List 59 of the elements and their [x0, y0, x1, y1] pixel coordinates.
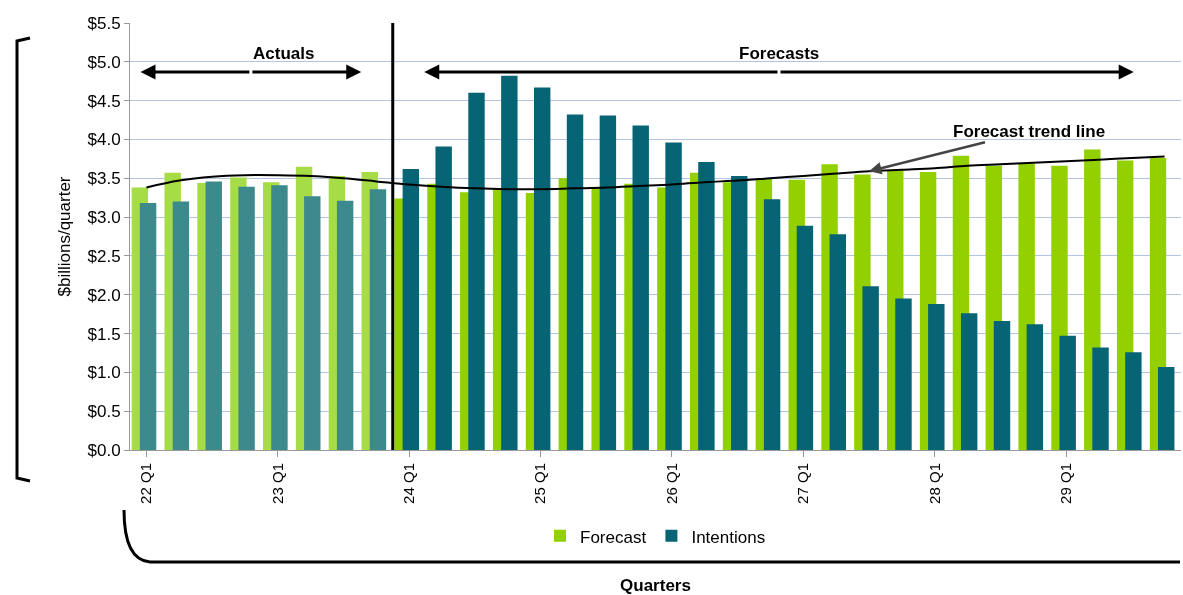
bar — [336, 200, 354, 450]
bar — [533, 87, 551, 450]
x-tick-label: 22 Q1 — [137, 463, 155, 504]
x-tick-label: 25 Q1 — [531, 463, 549, 504]
bar — [698, 161, 715, 450]
bar — [172, 201, 190, 450]
bar — [205, 181, 222, 450]
y-tick-label: $4.5 — [87, 91, 121, 111]
x-tick-label: 26 Q1 — [662, 463, 680, 504]
y-axis-title: $billions/quarter — [55, 176, 75, 297]
y-tick-label: $0.5 — [87, 402, 121, 422]
series-label: Forecast trend line — [953, 122, 1106, 141]
bar — [304, 196, 321, 450]
x-tick-label: 24 Q1 — [400, 463, 418, 504]
x-axis-title: Quarters — [620, 576, 691, 595]
legend-label: Forecast — [580, 527, 647, 547]
y-tick-label: $5.5 — [87, 13, 121, 33]
y-tick-label: $1.5 — [87, 324, 121, 344]
bar — [895, 298, 912, 450]
bar — [632, 125, 649, 450]
x-tick-label: 29 Q1 — [1056, 463, 1074, 504]
bar — [665, 142, 682, 450]
bar — [1092, 347, 1109, 450]
y-tick-label: $0.0 — [87, 440, 121, 460]
y-tick-label: $2.0 — [87, 285, 121, 305]
y-tick-label: $4.0 — [87, 130, 121, 150]
bar — [763, 199, 781, 450]
y-tick-label: $1.0 — [87, 363, 121, 383]
legend-label: Intentions — [691, 527, 766, 547]
bar — [599, 115, 617, 450]
bar — [796, 225, 814, 450]
bar — [369, 189, 387, 450]
bar — [1158, 366, 1175, 450]
bar — [139, 203, 157, 450]
bar — [862, 286, 879, 450]
bar — [1026, 324, 1044, 450]
y-tick-label: $3.5 — [87, 169, 121, 189]
bar — [402, 168, 420, 450]
bar — [928, 304, 945, 450]
y-tick-label: $2.5 — [87, 246, 121, 266]
bar — [1059, 335, 1076, 450]
bar — [993, 321, 1011, 450]
bar — [238, 186, 255, 450]
x-tick-label: 28 Q1 — [925, 463, 943, 504]
bar — [960, 313, 978, 450]
bar — [1125, 352, 1142, 450]
y-tick-label: $3.0 — [87, 208, 121, 228]
x-tick-label: 27 Q1 — [794, 463, 812, 504]
bar — [271, 185, 288, 450]
annotation: Forecasts — [739, 44, 820, 63]
bar — [731, 175, 748, 450]
bar — [468, 92, 485, 450]
bar — [829, 234, 846, 450]
bar — [501, 75, 518, 450]
bar — [566, 114, 584, 450]
y-tick-label: $5.0 — [87, 52, 121, 72]
bar — [435, 146, 452, 450]
annotation: Actuals — [253, 44, 315, 63]
x-tick-label: 23 Q1 — [268, 463, 286, 504]
